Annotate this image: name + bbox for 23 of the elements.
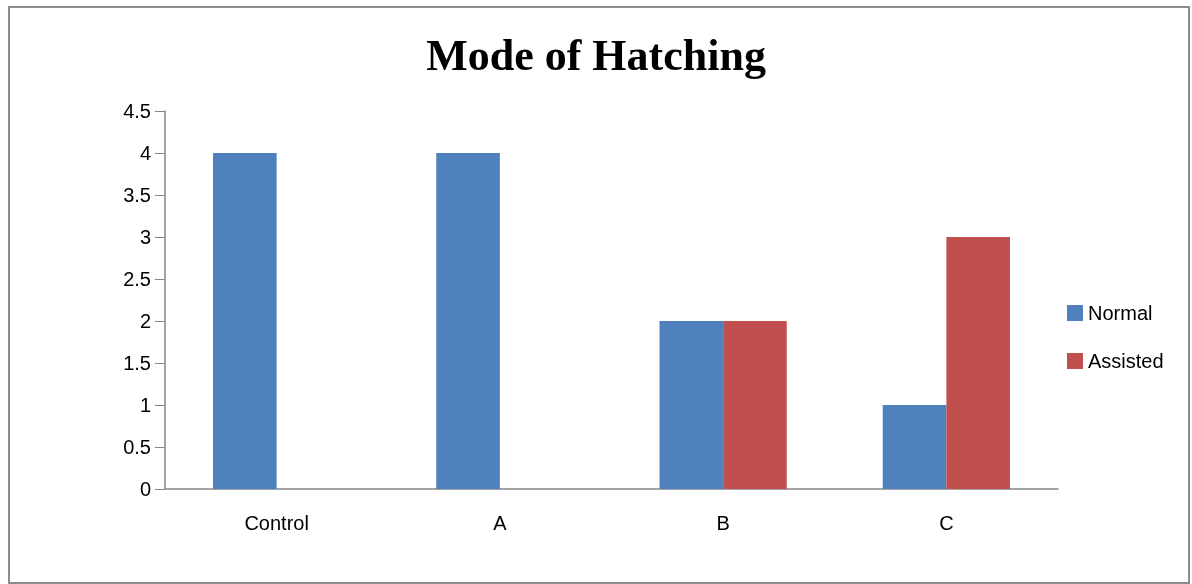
x-tick-label: C [939,512,954,534]
bar [723,321,787,489]
bar [436,153,500,489]
legend-label: Assisted [1088,350,1164,372]
bar [659,321,724,489]
bar [882,405,947,489]
chart-title: Mode of Hatching [426,30,766,80]
x-tick-label: Control [244,512,309,534]
legend-label: Normal [1088,302,1153,324]
y-tick-label: 4 [139,142,151,164]
y-tick-label: 2.5 [123,268,151,290]
y-tick-label: 4.5 [123,100,151,122]
y-tick-label: 0.5 [123,436,151,458]
y-tick-label: 3.5 [123,184,151,206]
x-tick-label: A [493,512,508,534]
x-tick-label: B [716,512,730,534]
y-tick-label: 2 [139,310,151,332]
y-tick-label: 1 [139,394,151,416]
y-tick-label: 3 [139,226,151,248]
bar [213,153,277,489]
y-tick-label: 1.5 [123,352,151,374]
bar [946,237,1010,489]
y-tick-label: 0 [139,478,151,500]
